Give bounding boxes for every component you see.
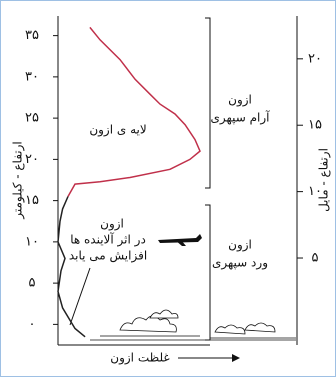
y-tick-label: ۳۰ <box>25 69 39 84</box>
y2-axis-label: ارتفاع - مایل <box>317 148 332 212</box>
chart: ارتفاع - کیلومتر ارتفاع - مایل غلظت ازون… <box>0 0 336 377</box>
annotation: ازون <box>228 238 252 253</box>
y2-tick-label: ۵ <box>312 251 319 266</box>
y2-tick-label: ۲۰ <box>308 51 322 66</box>
annotation: ورد سپهری <box>212 256 268 271</box>
y-tick-label: ۱۰ <box>25 234 39 249</box>
annotation: در اثر آلاینده ها <box>70 232 146 248</box>
y-tick-label: ۲۰ <box>25 152 39 167</box>
x-axis-label: غلظت ازون <box>110 351 169 366</box>
annotation: افزایش می یابد <box>69 249 147 264</box>
y-tick-label: ۲۵ <box>25 111 39 126</box>
annotation: ازون <box>228 93 252 108</box>
y-tick-label: ۰ <box>29 317 36 332</box>
y2-tick-label: ۱۵ <box>308 118 322 133</box>
annotation: لایه ی ازون <box>89 123 146 138</box>
y2-tick-label: ۱۰ <box>308 184 322 199</box>
y-tick-label: ۱۵ <box>25 193 39 208</box>
annotation: آرام سپهری <box>211 110 271 126</box>
y-tick-label: ۵ <box>29 276 36 291</box>
y-axis-label: ارتفاع - کیلومتر <box>11 141 26 220</box>
annotation: ازون <box>100 217 124 232</box>
y-tick-label: ۳۵ <box>25 28 39 43</box>
